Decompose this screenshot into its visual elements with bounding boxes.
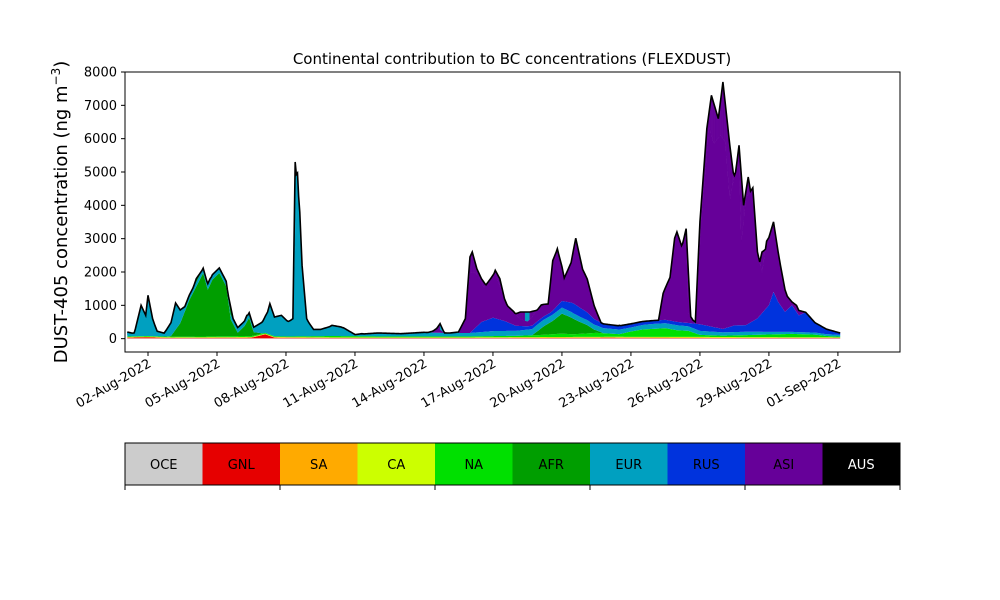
y-tick-label: 5000: [84, 166, 117, 181]
area-ca: [127, 333, 841, 338]
y-tick-label: 1000: [84, 299, 117, 314]
y-tick-label: 0: [109, 332, 117, 347]
total-outline: [127, 81, 841, 336]
y-tick-label: 3000: [84, 232, 117, 247]
legend-label-sa: SA: [310, 458, 327, 473]
y-tick-label: 2000: [84, 266, 117, 281]
x-tick-label: 02-Aug-2022: [74, 356, 154, 411]
legend-label-oce: OCE: [150, 458, 178, 473]
x-tick-label: 20-Aug-2022: [488, 356, 568, 411]
legend-label-ca: CA: [387, 458, 405, 473]
area-gnl: [127, 334, 841, 339]
legend-label-asi: ASI: [773, 458, 794, 473]
x-tick-label: 26-Aug-2022: [626, 356, 706, 411]
y-axis-label: DUST-405 concentration (ng m−3): [49, 61, 72, 364]
x-tick-label: 23-Aug-2022: [557, 356, 637, 411]
y-tick-label: 6000: [84, 132, 117, 147]
legend-swatch-oce: [125, 443, 203, 485]
stacked-areas: [127, 81, 841, 339]
legend-label-afr: AFR: [539, 458, 564, 473]
legend-swatch-ca: [357, 443, 435, 485]
y-tick-label: 4000: [84, 199, 117, 214]
legend-swatch-sa: [280, 443, 358, 485]
plot-frame: [124, 71, 901, 353]
x-tick-label: 08-Aug-2022: [212, 356, 292, 411]
legend-label-aus: AUS: [848, 458, 875, 473]
y-tick-label: 8000: [84, 66, 117, 81]
legend-label-rus: RUS: [693, 458, 720, 473]
legend-frame: [124, 442, 901, 486]
area-na: [127, 328, 841, 338]
area-sa: [127, 334, 841, 338]
x-tick-label: 17-Aug-2022: [419, 356, 499, 411]
legend-label-gnl: GNL: [228, 458, 256, 473]
legend-swatch-aus: [822, 443, 900, 485]
x-tick-label: 14-Aug-2022: [350, 356, 430, 411]
legend-swatch-eur: [590, 443, 668, 485]
x-tick-label: 05-Aug-2022: [143, 356, 223, 411]
region-legend: OCE GNL SA CA NA AFR EUR RUS ASI AUS: [124, 442, 901, 490]
legend-label-eur: EUR: [615, 458, 642, 473]
legend-swatch-rus: [667, 443, 745, 485]
legend-swatch-afr: [512, 443, 590, 485]
area-rus: [127, 172, 841, 335]
legend-swatch-gnl: [202, 443, 280, 485]
x-tick-label: 29-Aug-2022: [695, 356, 775, 411]
x-tick-label: 11-Aug-2022: [281, 356, 361, 411]
area-afr: [127, 272, 841, 337]
area-asi: [127, 126, 841, 335]
x-tick-label: 01-Sep-2022: [764, 356, 844, 411]
x-axis: 02-Aug-202205-Aug-202208-Aug-202211-Aug-…: [74, 352, 844, 412]
legend-swatch-asi: [745, 443, 823, 485]
y-axis: 0 1000 2000 3000 4000 5000 6000 7000 8000: [84, 66, 125, 347]
chart-title: Continental contribution to BC concentra…: [293, 50, 731, 68]
legend-swatch-na: [435, 443, 513, 485]
legend-label-na: NA: [464, 458, 483, 473]
y-tick-label: 7000: [84, 99, 117, 114]
